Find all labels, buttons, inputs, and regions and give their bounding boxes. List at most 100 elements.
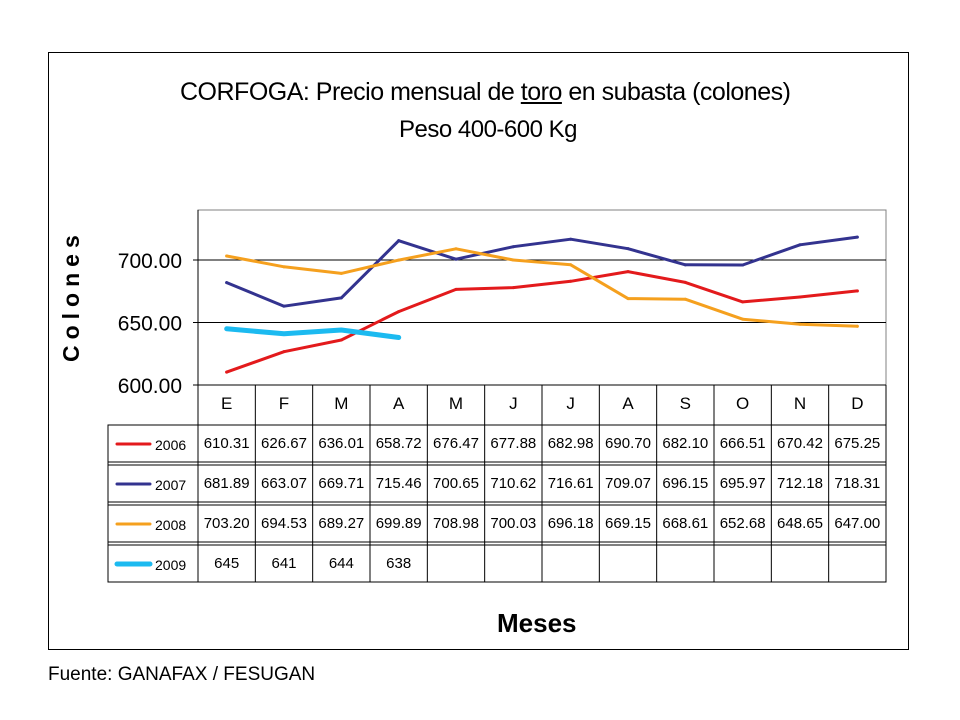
point-2008-3 [397, 258, 401, 262]
x-axis-label: Meses [497, 608, 577, 638]
series-layer [224, 235, 859, 374]
cell-2007-4: 700.65 [433, 475, 479, 492]
cell-2008-3: 699.89 [376, 515, 422, 532]
point-2006-3 [397, 310, 401, 314]
cell-2006-7: 690.70 [605, 435, 651, 452]
point-2008-11 [855, 324, 859, 328]
cell-2007-6: 716.61 [548, 475, 594, 492]
point-2006-2 [339, 338, 343, 342]
point-2008-8 [683, 297, 687, 301]
category-label-2: M [334, 394, 348, 413]
point-2007-9 [741, 263, 745, 267]
cell-2006-4: 676.47 [433, 435, 479, 452]
point-2007-4 [454, 257, 458, 261]
point-2007-1 [282, 304, 286, 308]
category-label-11: D [851, 394, 863, 413]
point-2007-0 [225, 281, 229, 285]
point-2007-10 [798, 243, 802, 247]
cell-2006-6: 682.98 [548, 435, 594, 452]
point-2008-0 [225, 254, 229, 258]
cell-2006-11: 675.25 [834, 435, 880, 452]
point-2007-6 [569, 237, 573, 241]
category-label-0: E [221, 394, 232, 413]
cell-2008-2: 689.27 [318, 515, 364, 532]
point-2006-4 [454, 287, 458, 291]
point-2007-11 [855, 235, 859, 239]
category-label-5: J [509, 394, 518, 413]
legend-label-2008: 2008 [155, 517, 186, 533]
cell-2006-5: 677.88 [490, 435, 536, 452]
point-2009-0 [225, 327, 229, 331]
point-2007-7 [626, 247, 630, 251]
category-label-3: A [393, 394, 405, 413]
cell-2008-6: 696.18 [548, 515, 594, 532]
point-2006-10 [798, 295, 802, 299]
cell-2009-1: 641 [271, 555, 296, 572]
point-2008-5 [511, 258, 515, 262]
cell-2006-2: 636.01 [318, 435, 364, 452]
cell-2008-1: 694.53 [261, 515, 307, 532]
cell-2007-11: 718.31 [834, 475, 880, 492]
legend-label-2006: 2006 [155, 437, 186, 453]
ytick-label-2: 700.00 [118, 250, 182, 273]
cell-2008-7: 669.15 [605, 515, 651, 532]
cell-2006-3: 658.72 [376, 435, 422, 452]
cell-2009-2: 644 [329, 555, 354, 572]
category-label-8: S [680, 394, 691, 413]
cell-2009-0: 645 [214, 555, 239, 572]
point-2009-3 [397, 336, 401, 339]
category-label-1: F [279, 394, 289, 413]
point-2008-2 [339, 271, 343, 275]
data-table: E F M A M J J A S O N D 2006 610.31 626.67 636.01 658.72… [107, 384, 887, 583]
cell-2008-9: 652.68 [720, 515, 766, 532]
point-2006-5 [511, 286, 515, 290]
legend-label-2009: 2009 [155, 557, 186, 573]
cell-2007-0: 681.89 [204, 475, 250, 492]
point-2007-5 [511, 245, 515, 249]
point-2008-1 [282, 265, 286, 269]
cell-2008-8: 668.61 [662, 515, 708, 532]
point-2006-7 [626, 270, 630, 274]
point-2008-6 [569, 263, 573, 267]
ytick-label-0: 600.00 [118, 375, 182, 398]
point-2009-1 [282, 332, 286, 336]
chart-frame [48, 52, 909, 650]
cell-2007-9: 695.97 [720, 475, 766, 492]
series-line-2009 [224, 326, 402, 340]
chart-title-underlined-word: toro [520, 78, 563, 106]
cell-2006-10: 670.42 [777, 435, 823, 452]
category-label-10: N [794, 394, 806, 413]
ytick-label-1: 650.00 [118, 313, 182, 336]
cell-2006-0: 610.31 [204, 435, 250, 452]
cell-2006-1: 626.67 [261, 435, 307, 452]
point-2006-9 [741, 300, 745, 304]
category-label-9: O [736, 394, 749, 413]
point-2006-1 [282, 350, 286, 354]
chart-title: CORFOGA: Precio mensual de toro en subas… [180, 78, 800, 107]
point-2007-3 [397, 239, 401, 243]
point-2007-8 [683, 263, 687, 267]
cell-2006-9: 666.51 [720, 435, 766, 452]
point-2006-6 [569, 279, 573, 283]
category-label-6: J [566, 394, 575, 413]
chart-subtitle: Peso 400-600 Kg [399, 116, 577, 143]
series-line-2008 [225, 247, 859, 328]
cell-2007-1: 663.07 [261, 475, 307, 492]
point-2008-4 [454, 247, 458, 251]
point-2008-7 [626, 297, 630, 301]
point-2008-10 [798, 322, 802, 326]
chart-title-suffix: en subasta (colones) [561, 78, 791, 106]
cell-2007-3: 715.46 [376, 475, 422, 492]
category-label-4: M [449, 394, 463, 413]
plot-area [197, 209, 887, 386]
cell-2007-7: 709.07 [605, 475, 651, 492]
cell-2008-5: 700.03 [490, 515, 536, 532]
point-2006-8 [683, 280, 687, 284]
cell-2006-8: 682.10 [662, 435, 708, 452]
point-2006-0 [225, 370, 229, 374]
point-2009-2 [339, 328, 343, 332]
chart-title-prefix: CORFOGA: Precio mensual de [180, 78, 521, 106]
series-line-2007 [225, 235, 859, 308]
